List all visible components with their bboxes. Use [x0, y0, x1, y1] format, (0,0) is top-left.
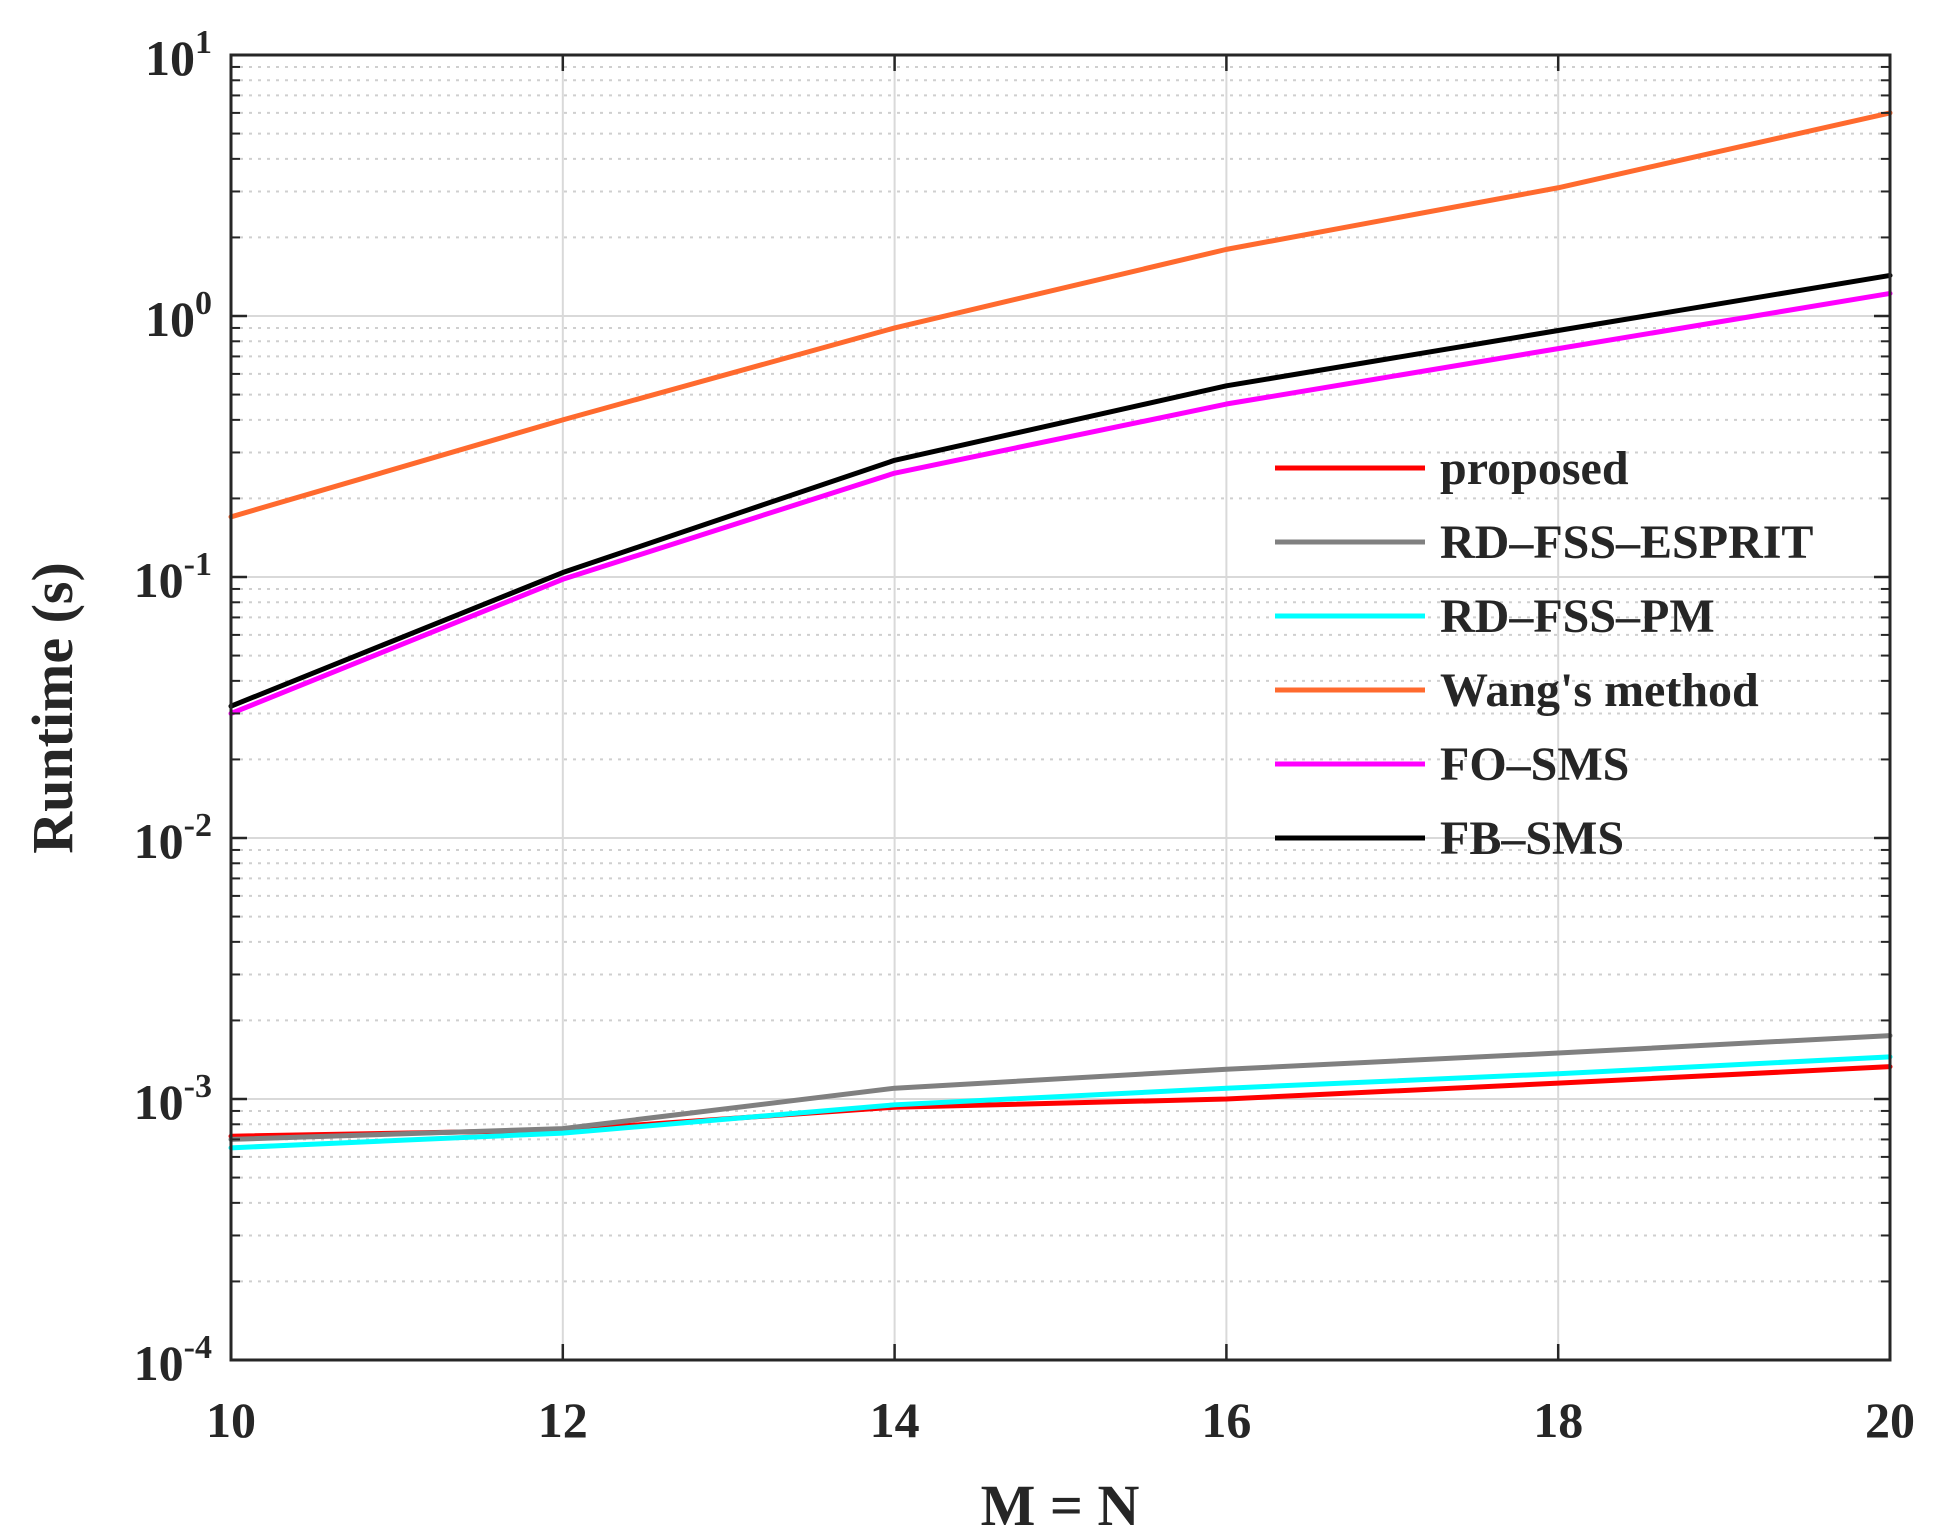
y-tick-label: 101	[145, 24, 212, 86]
plot-frame	[229, 53, 1892, 1362]
x-tick-label: 16	[1201, 1392, 1251, 1448]
x-tick-label: 20	[1865, 1392, 1915, 1448]
legend: proposed RD–FSS–ESPRIT RD–FSS–PM Wang's met…	[1275, 442, 1813, 865]
x-tick-label: 12	[538, 1392, 588, 1448]
y-tick-label: 10-4	[134, 1329, 212, 1391]
y-tick-labels: 10-4 10-3 10-2 10-1 100 101	[134, 24, 212, 1391]
y-tick-label: 10-3	[134, 1068, 212, 1130]
legend-label: Wang's method	[1440, 664, 1759, 717]
legend-label: RD–FSS–PM	[1440, 590, 1715, 643]
minor-grid	[231, 65, 1890, 1283]
series-lines	[228, 110, 1893, 1151]
legend-label: proposed	[1440, 442, 1629, 495]
x-tick-label: 14	[870, 1392, 920, 1448]
x-tick-label: 10	[206, 1392, 256, 1448]
axis-ticks	[229, 53, 1892, 1362]
series-line	[228, 272, 1893, 709]
x-axis-label: M = N	[981, 1473, 1140, 1538]
x-tick-label: 18	[1533, 1392, 1583, 1448]
legend-label: FO–SMS	[1440, 738, 1629, 791]
series-line	[228, 110, 1893, 520]
y-tick-label: 10-2	[134, 807, 212, 869]
y-tick-label: 100	[145, 285, 212, 347]
plot-area	[231, 55, 1890, 1360]
y-tick-label: 10-1	[134, 546, 212, 608]
series-line	[228, 1033, 1893, 1142]
y-axis-label: Runtime (s)	[20, 562, 85, 854]
x-tick-labels: 10 12 14 16 18 20	[206, 1392, 1915, 1448]
legend-label: FB–SMS	[1440, 812, 1624, 865]
legend-label: RD–FSS–ESPRIT	[1440, 516, 1813, 569]
series-line	[228, 1054, 1893, 1151]
series-line	[228, 290, 1893, 716]
